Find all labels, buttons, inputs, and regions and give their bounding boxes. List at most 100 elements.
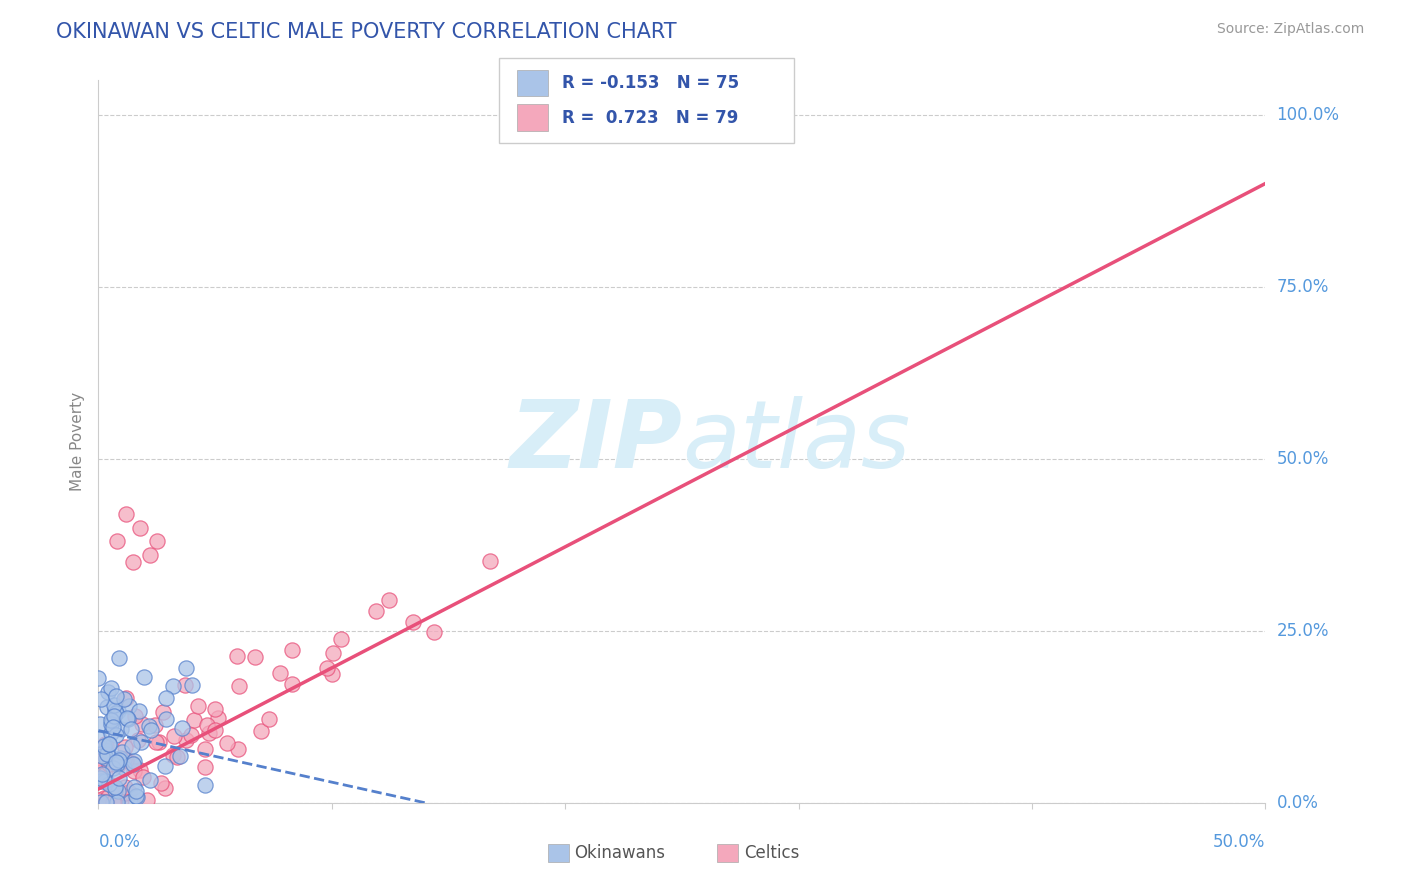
Point xyxy=(93,767,115,781)
Point xyxy=(97,737,120,751)
Point xyxy=(138,719,160,733)
Point xyxy=(108,771,131,785)
Point xyxy=(104,780,127,794)
Point xyxy=(207,711,229,725)
Point xyxy=(115,690,138,705)
Point xyxy=(101,714,124,729)
Point xyxy=(87,671,110,685)
Point xyxy=(89,795,111,809)
Point xyxy=(103,709,125,723)
Point xyxy=(121,756,143,770)
Point xyxy=(423,624,446,639)
Point xyxy=(87,754,110,768)
Point xyxy=(145,735,167,749)
Point xyxy=(269,666,291,681)
Point xyxy=(194,778,217,792)
Point xyxy=(162,679,184,693)
Point xyxy=(114,740,136,755)
Point xyxy=(103,761,125,775)
Point xyxy=(122,757,145,772)
Point xyxy=(94,750,117,764)
Point xyxy=(152,706,174,720)
Point xyxy=(127,733,149,747)
Point xyxy=(96,700,118,714)
Point xyxy=(94,795,117,809)
Point xyxy=(174,661,197,675)
Point xyxy=(89,747,111,762)
Point xyxy=(104,755,127,769)
FancyBboxPatch shape xyxy=(548,844,568,862)
Point xyxy=(89,731,111,746)
Point xyxy=(90,691,112,706)
Point xyxy=(94,773,117,788)
Point xyxy=(172,721,194,735)
Point xyxy=(94,738,117,752)
Point xyxy=(402,615,425,629)
Point xyxy=(89,771,111,785)
Point xyxy=(228,679,250,693)
Point xyxy=(127,790,149,805)
Point xyxy=(122,754,145,768)
Point xyxy=(117,712,139,726)
Point xyxy=(169,748,191,763)
Point xyxy=(100,717,122,731)
Point xyxy=(180,728,202,742)
Point xyxy=(166,749,188,764)
Point xyxy=(163,729,186,743)
Text: ZIP: ZIP xyxy=(509,395,682,488)
Point xyxy=(98,777,121,791)
Point xyxy=(118,785,141,799)
Point xyxy=(118,698,141,713)
Point xyxy=(174,678,197,692)
Point xyxy=(204,723,226,737)
Point xyxy=(139,773,162,788)
Point xyxy=(105,757,128,772)
Point xyxy=(100,726,122,740)
Point xyxy=(103,795,125,809)
Point xyxy=(96,747,118,762)
Point xyxy=(378,593,401,607)
Point xyxy=(132,670,155,684)
Point xyxy=(108,754,131,768)
Point xyxy=(90,773,112,788)
Text: 0.0%: 0.0% xyxy=(98,833,141,851)
Point xyxy=(97,737,120,751)
Point xyxy=(104,728,127,742)
Point xyxy=(315,661,337,675)
Point xyxy=(249,723,271,738)
Point xyxy=(103,720,125,734)
Point xyxy=(124,708,146,723)
Point xyxy=(243,650,266,665)
Point xyxy=(204,702,226,716)
Point xyxy=(100,713,122,727)
Point xyxy=(114,752,136,766)
Text: atlas: atlas xyxy=(682,396,910,487)
Point xyxy=(91,748,114,763)
Text: 0.0%: 0.0% xyxy=(1277,794,1319,812)
Point xyxy=(107,704,129,718)
FancyBboxPatch shape xyxy=(717,844,738,862)
Point xyxy=(155,690,177,705)
Point xyxy=(89,716,111,731)
Point xyxy=(97,685,120,699)
Point xyxy=(112,692,135,706)
Point xyxy=(110,793,132,807)
Point xyxy=(114,786,136,800)
Point xyxy=(194,759,217,773)
Point xyxy=(321,667,343,681)
Text: 75.0%: 75.0% xyxy=(1277,277,1329,296)
Point xyxy=(89,793,111,807)
Point xyxy=(114,780,136,795)
Text: OKINAWAN VS CELTIC MALE POVERTY CORRELATION CHART: OKINAWAN VS CELTIC MALE POVERTY CORRELAT… xyxy=(56,22,676,42)
Text: 50.0%: 50.0% xyxy=(1213,833,1265,851)
Point xyxy=(181,678,204,692)
Point xyxy=(132,770,155,784)
Point xyxy=(259,712,281,726)
Point xyxy=(136,792,159,806)
Point xyxy=(101,795,124,809)
Point xyxy=(105,534,128,549)
Point xyxy=(103,783,125,797)
Point xyxy=(226,742,249,756)
Point xyxy=(129,520,152,534)
Text: R =  0.723   N = 79: R = 0.723 N = 79 xyxy=(562,109,738,127)
